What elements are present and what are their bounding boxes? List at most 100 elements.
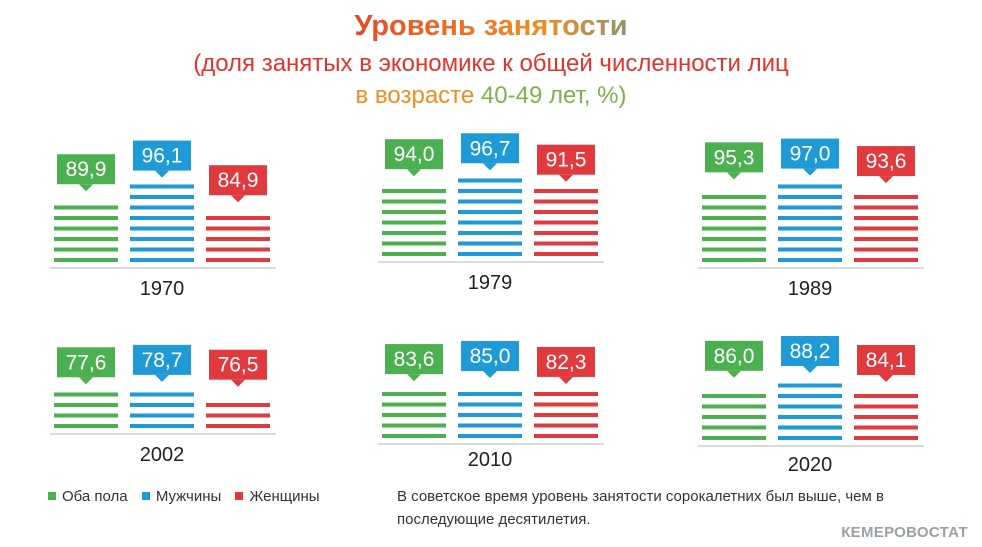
legend-item-both: Оба пола [48, 488, 128, 505]
annotation-note: В советское время уровень занятости соро… [397, 488, 884, 528]
bar-stripe-2010-1 [458, 392, 522, 396]
value-label-box-2010-2 [537, 346, 595, 377]
year-label-2020: 2020 [788, 454, 833, 476]
value-label-1979-2: 91,5 [546, 149, 587, 172]
bar-stripe-1979-2 [534, 210, 598, 214]
bar-stripe-1989-1 [778, 184, 842, 189]
legend-item-men: Мужчины [141, 488, 221, 505]
bar-stripe-1989-0 [702, 237, 766, 241]
bar-stripe-1979-1 [458, 189, 522, 193]
value-label-2002-0: 77,6 [66, 351, 107, 374]
bar-stripe-1989-2 [854, 226, 918, 231]
bar-stripe-2010-0 [382, 402, 446, 407]
subtitle-line-2: в возрасте 40-49 лет, %) [0, 80, 982, 112]
bar-stripe-2020-2 [854, 415, 918, 419]
legend-swatch-women [235, 492, 244, 501]
value-label-box-2020-2 [857, 344, 915, 375]
bar-stripe-1970-0 [54, 237, 118, 241]
value-label-pointer-1979-1 [483, 163, 497, 171]
value-label-pointer-2002-0 [79, 377, 93, 385]
bar-stripe-1970-1 [130, 195, 194, 199]
bar-stripe-1970-2 [206, 216, 270, 220]
bar-stripe-1989-2 [854, 247, 918, 252]
bar-stripe-2002-0 [54, 413, 118, 418]
bar-stripe-2020-2 [854, 404, 918, 409]
value-label-box-2020-0 [705, 340, 763, 371]
bar-stripe-2020-2 [854, 436, 918, 440]
bar-stripe-2010-1 [458, 413, 522, 417]
value-label-pointer-2002-2 [231, 379, 245, 387]
bar-stripe-2002-0 [54, 392, 118, 397]
bar-stripe-1989-2 [854, 205, 918, 210]
value-label-1970-0: 89,9 [66, 158, 107, 181]
bar-stripe-1970-1 [130, 184, 194, 189]
value-label-1979-0: 94,0 [394, 143, 435, 166]
value-label-2010-1: 85,0 [470, 345, 511, 368]
bar-stripe-1970-1 [130, 216, 194, 220]
value-label-1989-2: 93,6 [866, 150, 907, 173]
value-label-pointer-1979-2 [559, 174, 573, 182]
bar-stripe-2002-1 [130, 392, 194, 397]
value-label-box-1979-0 [385, 139, 443, 170]
bar-stripe-1989-0 [702, 226, 766, 231]
value-label-box-2010-0 [385, 344, 443, 375]
bar-stripe-2010-2 [534, 402, 598, 407]
bar-stripe-2020-0 [702, 394, 766, 398]
bar-stripe-1989-1 [778, 237, 842, 241]
bar-stripe-2020-2 [854, 425, 918, 430]
bar-stripe-1979-2 [534, 252, 598, 256]
bar-stripe-1989-0 [702, 195, 766, 199]
value-label-2002-1: 78,7 [142, 349, 183, 372]
bar-stripe-1979-0 [382, 199, 446, 204]
value-label-pointer-1989-2 [879, 176, 893, 184]
bar-stripe-1970-0 [54, 258, 118, 262]
bar-stripe-1989-2 [854, 237, 918, 241]
bar-stripe-1989-1 [778, 195, 842, 199]
bar-stripe-2010-0 [382, 423, 446, 428]
bar-stripe-1970-2 [206, 258, 270, 262]
subtitle-line-1: (доля занятых в экономике к общей числен… [193, 50, 789, 77]
bar-stripe-2020-0 [702, 425, 766, 430]
value-label-pointer-2002-1 [155, 374, 169, 382]
source-label: КЕМЕРОВОСТАТ [841, 524, 968, 541]
bar-stripe-1979-1 [458, 252, 522, 256]
bar-stripe-2010-0 [382, 413, 446, 417]
legend-label-women: Женщины [249, 488, 320, 505]
bar-stripe-1989-1 [778, 216, 842, 220]
bar-stripe-2020-0 [702, 404, 766, 409]
bar-stripe-2002-2 [206, 413, 270, 418]
bar-stripe-1979-2 [534, 189, 598, 193]
bar-stripe-1970-2 [206, 247, 270, 252]
value-label-pointer-2010-2 [559, 376, 573, 384]
bar-stripe-1970-0 [54, 226, 118, 231]
value-label-2010-0: 83,6 [394, 348, 435, 371]
bar-stripe-1979-0 [382, 210, 446, 214]
bar-stripe-1989-1 [778, 226, 842, 231]
bar-stripe-1979-0 [382, 252, 446, 256]
bar-stripe-2020-0 [702, 415, 766, 419]
year-label-2010: 2010 [468, 449, 513, 471]
bar-stripe-1979-0 [382, 189, 446, 193]
bar-stripe-1989-1 [778, 205, 842, 210]
value-label-pointer-2020-1 [803, 365, 817, 373]
bar-stripe-2010-2 [534, 434, 598, 438]
value-label-2002-2: 76,5 [218, 354, 259, 377]
value-label-box-1989-2 [857, 146, 915, 177]
year-label-1970: 1970 [140, 278, 185, 300]
bar-stripe-2002-1 [130, 424, 194, 428]
value-label-2020-1: 88,2 [790, 340, 831, 363]
legend-item-women: Женщины [235, 488, 320, 505]
bar-stripe-1970-1 [130, 205, 194, 210]
year-label-2002: 2002 [140, 444, 185, 466]
bar-stripe-2020-1 [778, 383, 842, 388]
bar-stripe-2010-2 [534, 392, 598, 396]
bar-stripe-1989-0 [702, 216, 766, 220]
bar-stripe-1970-1 [130, 237, 194, 241]
value-label-pointer-1989-0 [727, 172, 741, 180]
bar-stripe-1979-1 [458, 220, 522, 225]
bar-stripe-1970-2 [206, 237, 270, 241]
bar-stripe-2010-1 [458, 402, 522, 407]
bar-stripe-1970-0 [54, 205, 118, 210]
bar-stripe-1989-2 [854, 216, 918, 220]
